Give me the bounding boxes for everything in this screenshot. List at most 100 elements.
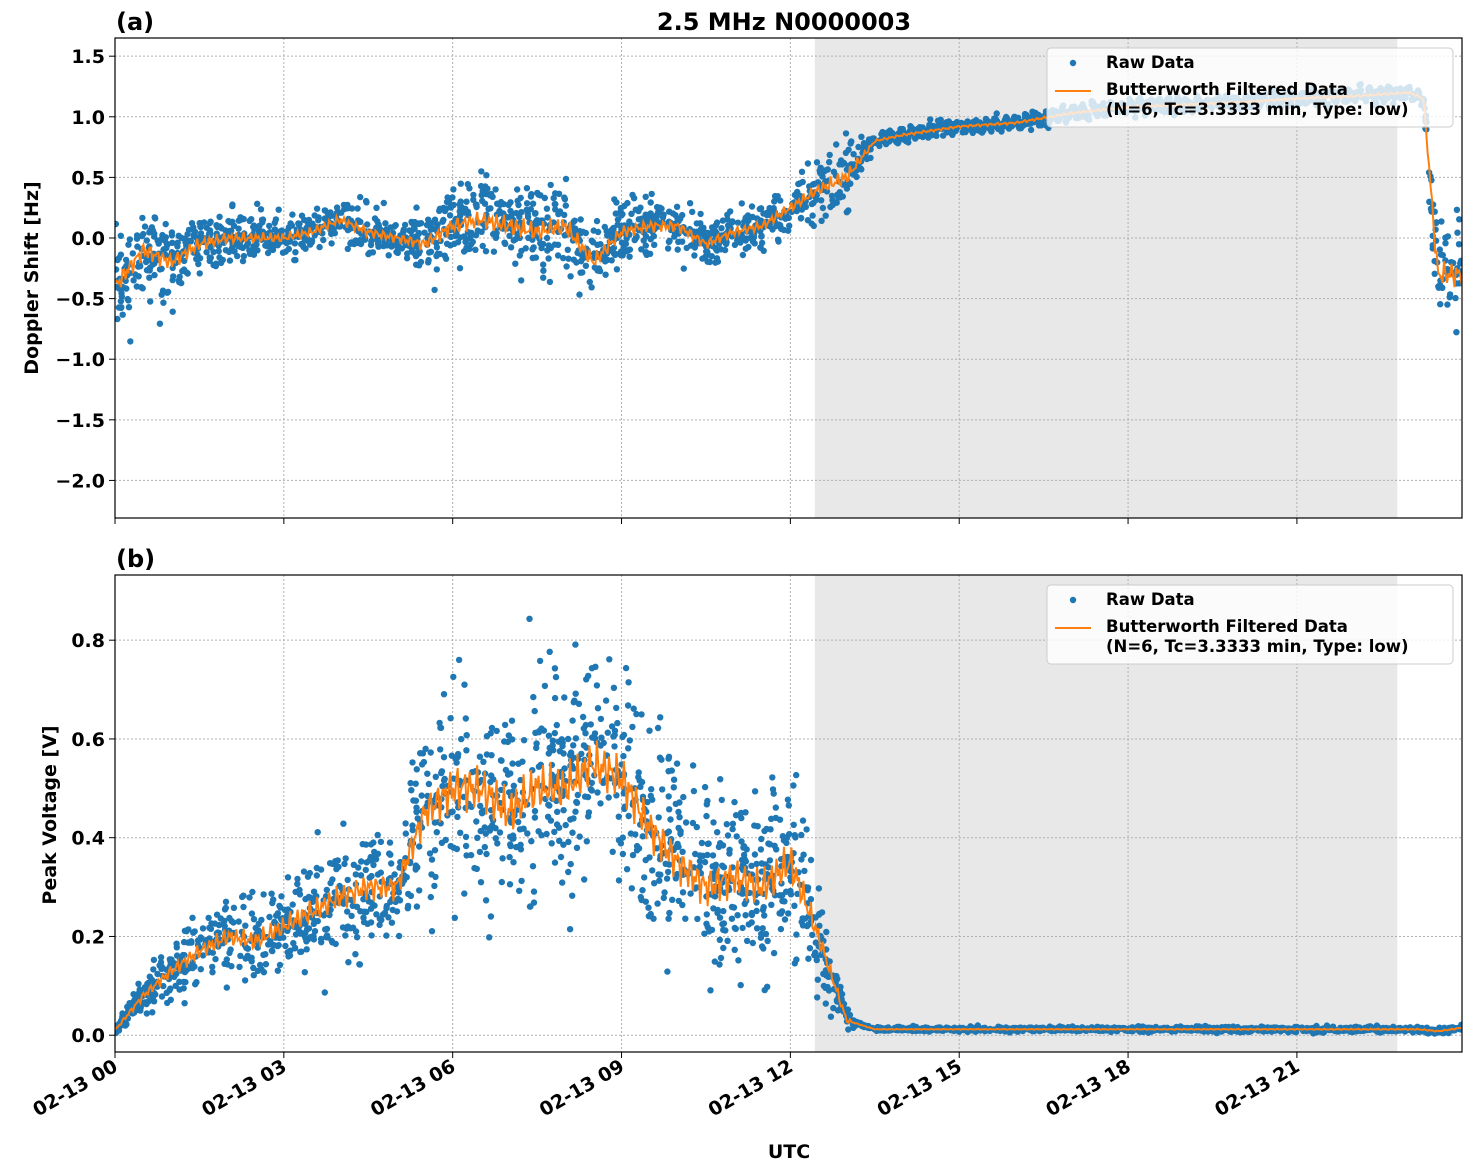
raw-data-point [650, 233, 657, 240]
raw-data-point [223, 984, 230, 991]
y-axis-label-a: Doppler Shift [Hz] [21, 181, 43, 374]
raw-data-point [581, 876, 588, 883]
raw-data-point [978, 127, 985, 134]
raw-data-point [141, 223, 149, 230]
raw-data-point [314, 829, 321, 836]
raw-data-point [546, 648, 553, 655]
raw-data-point [213, 230, 220, 237]
raw-data-point [352, 951, 359, 958]
raw-data-point [427, 220, 435, 227]
raw-data-point [431, 216, 439, 223]
raw-data-point [553, 821, 561, 828]
raw-data-point [340, 820, 347, 827]
raw-data-point [647, 792, 654, 800]
raw-data-point [757, 244, 764, 251]
raw-data-point [480, 758, 487, 765]
raw-data-point [427, 749, 434, 756]
raw-data-point [719, 920, 726, 928]
raw-data-point [712, 245, 719, 252]
raw-data-point [205, 914, 212, 922]
raw-data-point [348, 912, 355, 920]
raw-data-point [344, 876, 351, 884]
raw-data-point [338, 209, 345, 216]
panel-a: (a) Doppler Shift [Hz] −2.0−1.5−1.0−0.50… [21, 8, 1463, 524]
raw-data-point [572, 641, 579, 648]
raw-data-point [567, 273, 574, 280]
raw-data-point [805, 955, 812, 962]
raw-data-point [560, 254, 567, 262]
raw-data-point [447, 233, 455, 241]
raw-data-point [554, 808, 561, 815]
raw-data-point [660, 211, 667, 218]
raw-data-point [490, 248, 498, 255]
raw-data-point [367, 841, 375, 848]
raw-data-point [551, 694, 559, 702]
raw-data-point [302, 245, 309, 252]
raw-data-point [749, 939, 756, 947]
raw-data-point [588, 284, 595, 291]
raw-data-point [827, 1013, 835, 1020]
raw-data-point [352, 928, 360, 935]
raw-data-point [619, 850, 627, 858]
raw-data-point [732, 812, 740, 819]
raw-data-point [560, 841, 567, 848]
raw-data-point [456, 201, 463, 208]
raw-data-point [156, 266, 164, 273]
raw-data-point [127, 338, 134, 345]
raw-data-point [407, 779, 414, 787]
raw-data-point [772, 804, 779, 811]
raw-data-point [816, 167, 823, 174]
raw-data-point [287, 221, 294, 228]
raw-data-point [294, 875, 301, 883]
raw-data-point [407, 892, 415, 899]
raw-data-point [697, 225, 705, 233]
raw-data-point [1444, 233, 1452, 240]
raw-data-point [737, 981, 744, 989]
raw-data-point [446, 212, 454, 219]
raw-data-point [151, 271, 158, 279]
raw-data-point [604, 729, 611, 736]
raw-data-point [847, 180, 854, 187]
raw-data-point [416, 843, 423, 850]
raw-data-point [704, 229, 712, 237]
raw-data-point [401, 221, 409, 229]
raw-data-point [439, 783, 446, 790]
raw-data-point [654, 900, 661, 907]
raw-data-point [432, 773, 439, 780]
raw-data-point [620, 752, 627, 760]
raw-data-point [492, 186, 499, 193]
raw-data-point [803, 826, 810, 833]
raw-data-point [644, 798, 651, 806]
raw-data-point [716, 961, 723, 968]
raw-data-point [545, 255, 552, 262]
raw-data-point [264, 243, 271, 250]
raw-data-point [665, 768, 672, 775]
raw-data-point [760, 945, 767, 952]
raw-data-point [564, 246, 571, 253]
raw-data-point [129, 250, 136, 257]
raw-data-point [853, 173, 860, 181]
raw-data-point [757, 205, 765, 212]
raw-data-point [462, 833, 470, 841]
raw-data-point [143, 267, 151, 274]
raw-data-point [659, 786, 666, 793]
raw-data-point [275, 206, 282, 213]
raw-data-point [679, 889, 687, 896]
raw-data-point [139, 214, 146, 222]
raw-data-point [833, 141, 840, 148]
raw-data-point [472, 232, 480, 239]
raw-data-point [180, 266, 188, 273]
raw-data-point [673, 203, 681, 210]
raw-data-point [485, 205, 492, 212]
raw-data-point [133, 235, 141, 242]
raw-data-point [559, 879, 566, 886]
raw-data-point [149, 227, 157, 235]
raw-data-point [724, 937, 731, 944]
raw-data-point [156, 962, 163, 969]
raw-data-point [456, 265, 464, 272]
raw-data-point [689, 208, 696, 216]
raw-data-point [119, 311, 126, 318]
raw-data-point [665, 915, 672, 922]
raw-data-point [210, 248, 217, 256]
raw-data-point [235, 243, 242, 250]
